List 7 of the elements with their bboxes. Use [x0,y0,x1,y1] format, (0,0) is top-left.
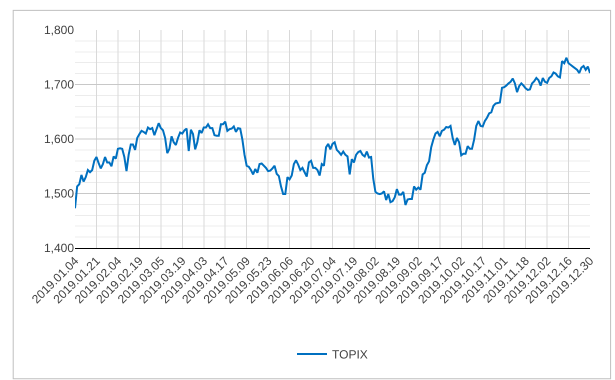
line-series [75,56,590,210]
y-tick-label: 1,400 [44,241,74,256]
y-tick-label: 1,800 [44,23,74,38]
y-tick-label: 1,700 [44,78,74,92]
y-tick-label: 1,600 [44,132,74,146]
legend-label: TOPIX [332,348,368,362]
y-tick-label: 1,500 [44,186,74,201]
